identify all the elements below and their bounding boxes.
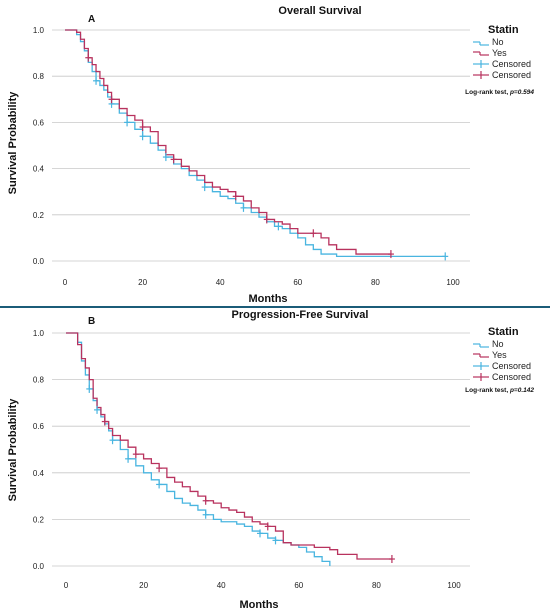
y-axis-label-b: Survival Probability [7,398,19,502]
y-ticks-a: 0.0 0.2 0.4 0.6 0.8 1.0 [33,26,45,266]
x-tick-b-1: 20 [139,581,148,590]
x-tick-a-1: 20 [138,278,147,287]
censor-mark-yes-a-0 [85,53,92,62]
censor-mark-no-b-2 [109,436,116,445]
x-tick-a-2: 40 [216,278,225,287]
legend-censored-no-a: Censored [492,59,531,69]
logrank-p-a: p=0.594 [509,89,534,96]
censor-mark-yes-b-5 [388,555,395,564]
x-ticks-a: 0 20 40 60 80 100 [63,278,460,287]
logrank-p-b: p=0.142 [509,387,534,394]
legend-censored-no-b: Censored [492,361,531,371]
censor-mark-no-b-5 [202,510,209,519]
logrank-prefix-a: Log-rank test, [465,89,510,96]
km-curve-no-b [66,332,331,566]
panel-label-a: A [88,14,95,25]
censor-mark-yes-a-4 [232,192,239,201]
y-tick-b-5: 1.0 [33,329,45,338]
censor-mark-no-b-3 [125,454,132,463]
censor-mark-yes-b-0 [101,417,108,426]
censor-mark-yes-a-7 [387,250,394,259]
legend-yes-b: Yes [492,350,507,360]
censor-mark-yes-a-5 [263,215,270,224]
overall-survival-chart: A Overall Survival Survival Probability … [7,5,534,305]
gridlines-b [52,332,470,567]
censor-mark-yes-a-6 [310,229,317,238]
y-ticks-b: 0.0 0.2 0.4 0.6 0.8 1.0 [33,329,45,571]
km-curve-yes-a [65,29,391,255]
censor-mark-no-a-4 [162,153,169,162]
legend-b: Statin No Yes Censored Censored [473,326,531,382]
x-ticks-b: 0 20 40 60 80 100 [64,581,461,590]
censor-mark-no-a-8 [442,252,449,261]
km-curve-yes-b [66,332,392,560]
censor-mark-no-b-6 [257,529,263,538]
legend-censored-yes-a: Censored [492,70,531,80]
y-tick-a-2: 0.4 [33,165,45,174]
x-tick-b-2: 40 [217,581,226,590]
curves-a [65,29,446,258]
gridlines-a [52,29,470,262]
x-tick-b-3: 60 [294,581,303,590]
legend-no-b: No [492,339,504,349]
x-axis-label-a: Months [248,293,287,305]
censor-mark-no-a-5 [201,183,208,192]
x-tick-a-5: 100 [446,278,460,287]
censor-marks-a [85,53,449,261]
x-axis-label-b: Months [239,599,278,611]
censor-mark-yes-b-2 [156,464,163,473]
panel-label-b: B [88,316,95,327]
y-tick-b-2: 0.4 [33,469,45,478]
y-tick-b-1: 0.2 [33,515,45,524]
legend-yes-a: Yes [492,48,507,58]
censor-mark-yes-a-3 [170,155,177,164]
censor-mark-no-a-3 [139,132,146,141]
logrank-annotation-a: Log-rank test, p=0.594 [465,89,534,96]
censor-mark-yes-b-3 [202,496,209,505]
y-tick-a-5: 1.0 [33,26,45,35]
x-tick-a-0: 0 [63,278,68,287]
chart-title-b: Progression-Free Survival [232,309,369,321]
censor-mark-no-b-1 [94,405,101,414]
y-tick-a-4: 0.8 [33,72,45,81]
curves-b [66,332,392,566]
censor-marks-b [86,384,395,564]
y-tick-b-0: 0.0 [33,562,45,571]
legend-no-a: No [492,37,504,47]
y-tick-b-4: 0.8 [33,376,45,385]
logrank-prefix-b: Log-rank test, [465,387,510,394]
km-curve-no-a [65,29,446,258]
censor-mark-no-b-0 [86,384,93,393]
y-tick-a-1: 0.2 [33,211,45,220]
censor-mark-yes-a-2 [139,123,146,132]
censor-mark-no-a-0 [93,76,100,85]
censor-mark-no-b-7 [272,536,279,545]
y-tick-a-0: 0.0 [33,257,45,266]
x-tick-b-0: 0 [64,581,69,590]
censor-mark-yes-b-4 [264,522,271,531]
legend-a: Statin No Yes Censored Censored [473,24,531,80]
chart-title-a: Overall Survival [278,5,361,17]
legend-title-a: Statin [488,24,519,36]
x-tick-b-4: 80 [372,581,381,590]
censor-mark-yes-b-1 [132,450,139,459]
x-tick-b-5: 100 [447,581,461,590]
censor-mark-no-a-2 [124,118,131,127]
censor-mark-no-a-7 [275,222,282,231]
logrank-annotation-b: Log-rank test, p=0.142 [465,387,534,394]
y-tick-a-3: 0.6 [33,118,45,127]
censor-mark-no-b-4 [156,480,163,489]
y-axis-label-a: Survival Probability [7,91,19,195]
x-tick-a-3: 60 [293,278,302,287]
progression-free-survival-chart: B Progression-Free Survival Survival Pro… [7,309,534,611]
censor-mark-yes-a-1 [108,95,115,104]
legend-title-b: Statin [488,326,519,338]
x-tick-a-4: 80 [371,278,380,287]
y-tick-b-3: 0.6 [33,422,45,431]
censor-mark-no-a-6 [240,203,247,212]
legend-censored-yes-b: Censored [492,372,531,382]
